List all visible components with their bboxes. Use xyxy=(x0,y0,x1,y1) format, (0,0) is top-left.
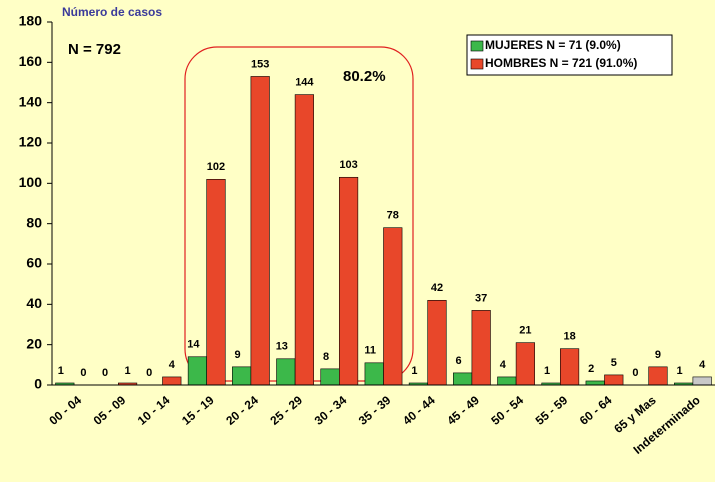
bar xyxy=(515,342,535,386)
data-label: 78 xyxy=(387,210,399,222)
data-label: 13 xyxy=(276,341,288,353)
annotation: N = 792 xyxy=(68,41,121,58)
data-label: 4 xyxy=(500,359,507,371)
bar xyxy=(427,299,447,386)
x-tick-label: 55 - 59 xyxy=(533,393,571,428)
bar xyxy=(320,368,340,386)
legend-swatch xyxy=(470,40,484,52)
data-label: 153 xyxy=(251,58,269,70)
data-label: 103 xyxy=(339,159,357,171)
y-tick-label: 140 xyxy=(19,93,43,109)
bar xyxy=(585,380,605,386)
data-label: 6 xyxy=(456,355,462,367)
data-label: 11 xyxy=(364,345,376,357)
bar xyxy=(453,372,473,386)
x-tick-label: 05 - 09 xyxy=(91,393,129,428)
data-label: 102 xyxy=(207,161,225,173)
data-label: 0 xyxy=(632,367,638,379)
data-label: 0 xyxy=(102,367,108,379)
bar xyxy=(648,366,668,386)
x-tick-label: 50 - 54 xyxy=(488,393,526,428)
x-tick-label: 20 - 24 xyxy=(223,393,261,428)
y-axis-label: Número de casos xyxy=(62,5,162,19)
legend-label: HOMBRES N = 721 (91.0%) xyxy=(485,56,637,70)
bar xyxy=(383,227,403,386)
x-tick-label: 45 - 49 xyxy=(444,393,482,428)
x-tick-label: 15 - 19 xyxy=(179,393,217,428)
data-label: 1 xyxy=(125,365,131,377)
bar xyxy=(206,179,226,386)
y-tick-label: 60 xyxy=(26,255,42,271)
y-tick-label: 160 xyxy=(19,53,43,69)
y-tick-label: 100 xyxy=(19,174,43,190)
y-tick-label: 180 xyxy=(19,13,43,29)
data-label: 9 xyxy=(655,349,661,361)
data-label: 21 xyxy=(519,325,531,337)
bar xyxy=(497,376,517,386)
bar xyxy=(162,376,182,386)
x-tick-label: 40 - 44 xyxy=(400,393,438,428)
data-label: 4 xyxy=(169,359,176,371)
x-tick-label: 30 - 34 xyxy=(312,393,350,428)
data-label: 1 xyxy=(58,365,64,377)
x-tick-label: 60 - 64 xyxy=(577,393,615,428)
bar xyxy=(276,358,296,386)
data-label: 1 xyxy=(411,365,417,377)
data-label: 37 xyxy=(475,292,487,304)
y-tick-label: 20 xyxy=(26,335,42,351)
y-tick-label: 120 xyxy=(19,134,43,150)
bar xyxy=(232,366,252,386)
data-label: 0 xyxy=(80,367,86,379)
y-tick-label: 40 xyxy=(26,295,42,311)
x-tick-label: 25 - 29 xyxy=(267,393,305,428)
bar xyxy=(471,310,491,386)
bar xyxy=(250,76,270,386)
legend-swatch xyxy=(470,58,484,70)
data-label: 14 xyxy=(187,339,200,351)
annotation: 80.2% xyxy=(343,68,386,85)
bar xyxy=(294,94,314,386)
legend-label: MUJERES N = 71 (9.0%) xyxy=(485,38,621,52)
bar xyxy=(692,376,712,386)
data-label: 4 xyxy=(699,359,706,371)
bar xyxy=(364,362,384,386)
data-label: 0 xyxy=(146,367,152,379)
data-label: 1 xyxy=(544,365,550,377)
bar xyxy=(559,348,580,386)
data-label: 5 xyxy=(611,357,617,369)
data-label: 8 xyxy=(323,351,329,363)
x-tick-label: 10 - 14 xyxy=(135,393,173,428)
data-label: 2 xyxy=(588,363,594,375)
data-label: 144 xyxy=(295,77,314,89)
x-tick-label: 00 - 04 xyxy=(46,393,84,428)
y-tick-label: 0 xyxy=(34,376,42,392)
bar xyxy=(604,374,624,386)
bar xyxy=(338,176,359,386)
data-label: 1 xyxy=(677,365,683,377)
data-label: 9 xyxy=(235,349,241,361)
legend-box xyxy=(466,34,673,76)
data-label: 18 xyxy=(563,331,575,343)
data-label: 42 xyxy=(431,282,443,294)
y-tick-label: 80 xyxy=(26,214,42,230)
x-tick-label: 35 - 39 xyxy=(356,393,394,428)
bar xyxy=(187,356,208,386)
